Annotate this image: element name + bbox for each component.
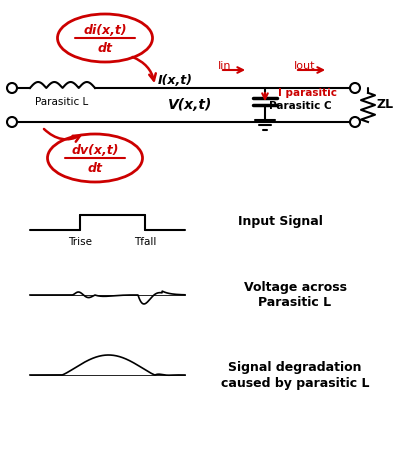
Text: Voltage across: Voltage across [244, 280, 346, 293]
Text: Parasitic L: Parasitic L [35, 97, 89, 107]
Text: V(x,t): V(x,t) [168, 98, 212, 112]
Text: Iin: Iin [218, 61, 232, 71]
Text: Tfall: Tfall [134, 237, 156, 247]
Text: Parasitic L: Parasitic L [258, 297, 332, 309]
Text: dt: dt [98, 41, 112, 55]
Text: Iout: Iout [294, 61, 316, 71]
Text: Parasitic C: Parasitic C [269, 101, 331, 111]
Text: ZL: ZL [376, 99, 394, 112]
Text: caused by parasitic L: caused by parasitic L [221, 376, 369, 390]
Text: Signal degradation: Signal degradation [228, 360, 362, 374]
Text: di(x,t): di(x,t) [83, 23, 127, 37]
Text: I parasitic: I parasitic [278, 88, 336, 98]
Text: dt: dt [88, 162, 102, 174]
Text: Input Signal: Input Signal [238, 215, 322, 229]
Text: dv(x,t): dv(x,t) [71, 144, 119, 157]
Text: Trise: Trise [68, 237, 92, 247]
Text: I(x,t): I(x,t) [158, 73, 192, 86]
